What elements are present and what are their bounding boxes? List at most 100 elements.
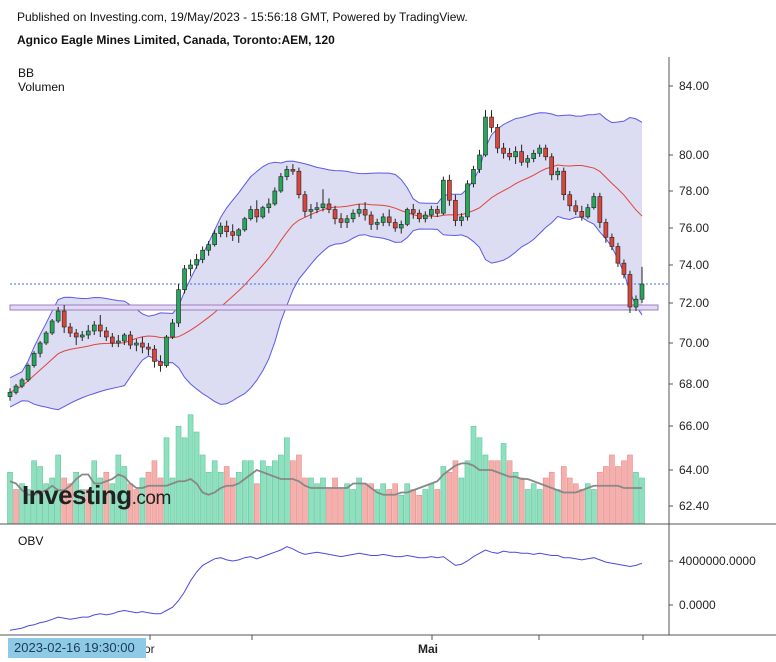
candle-body: [519, 151, 524, 163]
volume-bar: [452, 460, 459, 525]
candle-body: [380, 216, 386, 223]
candle: [459, 213, 464, 227]
candle-body: [25, 365, 31, 381]
candle: [423, 211, 428, 223]
candle-body: [134, 342, 139, 346]
price-tick-label: 78.00: [679, 184, 709, 198]
candle-body: [513, 151, 518, 158]
candle-body: [585, 207, 591, 218]
candle-body: [338, 218, 344, 223]
candle: [410, 203, 416, 219]
candle-body: [477, 154, 482, 170]
candle: [152, 345, 157, 368]
candle: [579, 205, 585, 221]
candle-body: [489, 116, 494, 128]
candle: [416, 209, 422, 223]
candle: [188, 259, 193, 277]
volume-bar: [410, 489, 417, 525]
candle: [212, 229, 217, 247]
candle: [525, 155, 530, 168]
candle: [164, 335, 169, 368]
candle-body: [302, 194, 308, 212]
candle-body: [555, 170, 561, 176]
candle-body: [212, 233, 217, 245]
bb-indicator-label[interactable]: BB: [18, 66, 34, 80]
candle-body: [495, 127, 500, 149]
candle-body: [441, 179, 446, 214]
candle-body: [320, 203, 326, 208]
candle: [73, 329, 79, 346]
candle: [465, 180, 470, 221]
volume-bar: [554, 489, 561, 525]
candle: [218, 222, 223, 238]
candle: [242, 216, 248, 232]
volume-bar: [446, 471, 453, 525]
volume-bar: [344, 483, 350, 525]
volume-bar: [536, 489, 543, 525]
obv-indicator-label[interactable]: OBV: [18, 534, 43, 548]
logo-main: Investing: [22, 480, 132, 510]
volume-bar: [13, 489, 19, 525]
candle: [326, 198, 332, 214]
candle-body: [272, 190, 278, 205]
volume-bar: [428, 483, 435, 525]
candle-body: [543, 147, 548, 158]
volume-bar: [241, 460, 248, 525]
candle-body: [386, 216, 392, 223]
candle-body: [128, 334, 133, 346]
volume-bar: [609, 454, 615, 525]
candle-body: [97, 324, 103, 332]
bb-upper-line: [9, 112, 643, 379]
candle-body: [627, 274, 633, 308]
candle: [146, 343, 151, 356]
candle: [67, 323, 73, 337]
candle-body: [639, 283, 645, 300]
candle-body: [296, 170, 302, 195]
candle-body: [398, 224, 404, 229]
candle: [176, 284, 181, 327]
candle: [128, 331, 133, 350]
bb-lower-line: [9, 215, 643, 411]
candle-body: [447, 179, 452, 201]
candle-body: [507, 152, 512, 158]
support-zone: [9, 304, 659, 311]
candle: [591, 192, 597, 210]
volume-bar: [205, 471, 212, 525]
volume-bar: [7, 471, 13, 525]
volume-bar: [296, 454, 302, 525]
candle: [398, 220, 404, 234]
candle-body: [188, 264, 193, 270]
candle-body: [182, 268, 187, 290]
candle: [134, 339, 139, 352]
volume-bar: [464, 460, 471, 525]
volume-ma-line: [9, 462, 642, 496]
candle-body: [603, 222, 609, 238]
obv-tick-label: 4000000.0000: [679, 554, 756, 568]
candle-body: [278, 176, 284, 192]
candle: [200, 246, 205, 264]
candle-body: [404, 209, 410, 225]
candle-body: [416, 212, 422, 220]
candle: [507, 148, 512, 161]
volume-bar: [314, 483, 320, 525]
volume-bar: [633, 471, 639, 525]
volume-indicator-label[interactable]: Volumen: [18, 80, 65, 94]
candle-body: [344, 218, 350, 223]
cursor-date-label: 2023-02-16 19:30:00: [8, 638, 146, 658]
candle-body: [170, 322, 175, 338]
candle-body: [368, 214, 374, 225]
candle: [567, 191, 573, 212]
candle-body: [429, 209, 434, 216]
volume-bar: [530, 483, 537, 525]
volume-bar: [506, 460, 513, 525]
candle-body: [326, 203, 332, 210]
volume-bar: [332, 477, 338, 525]
candle-body: [122, 334, 127, 342]
volume-bar: [380, 483, 386, 525]
volume-bar: [223, 466, 230, 525]
candle: [573, 200, 579, 216]
candle-body: [609, 236, 615, 247]
candle: [79, 331, 85, 341]
volume-bar: [350, 489, 356, 525]
